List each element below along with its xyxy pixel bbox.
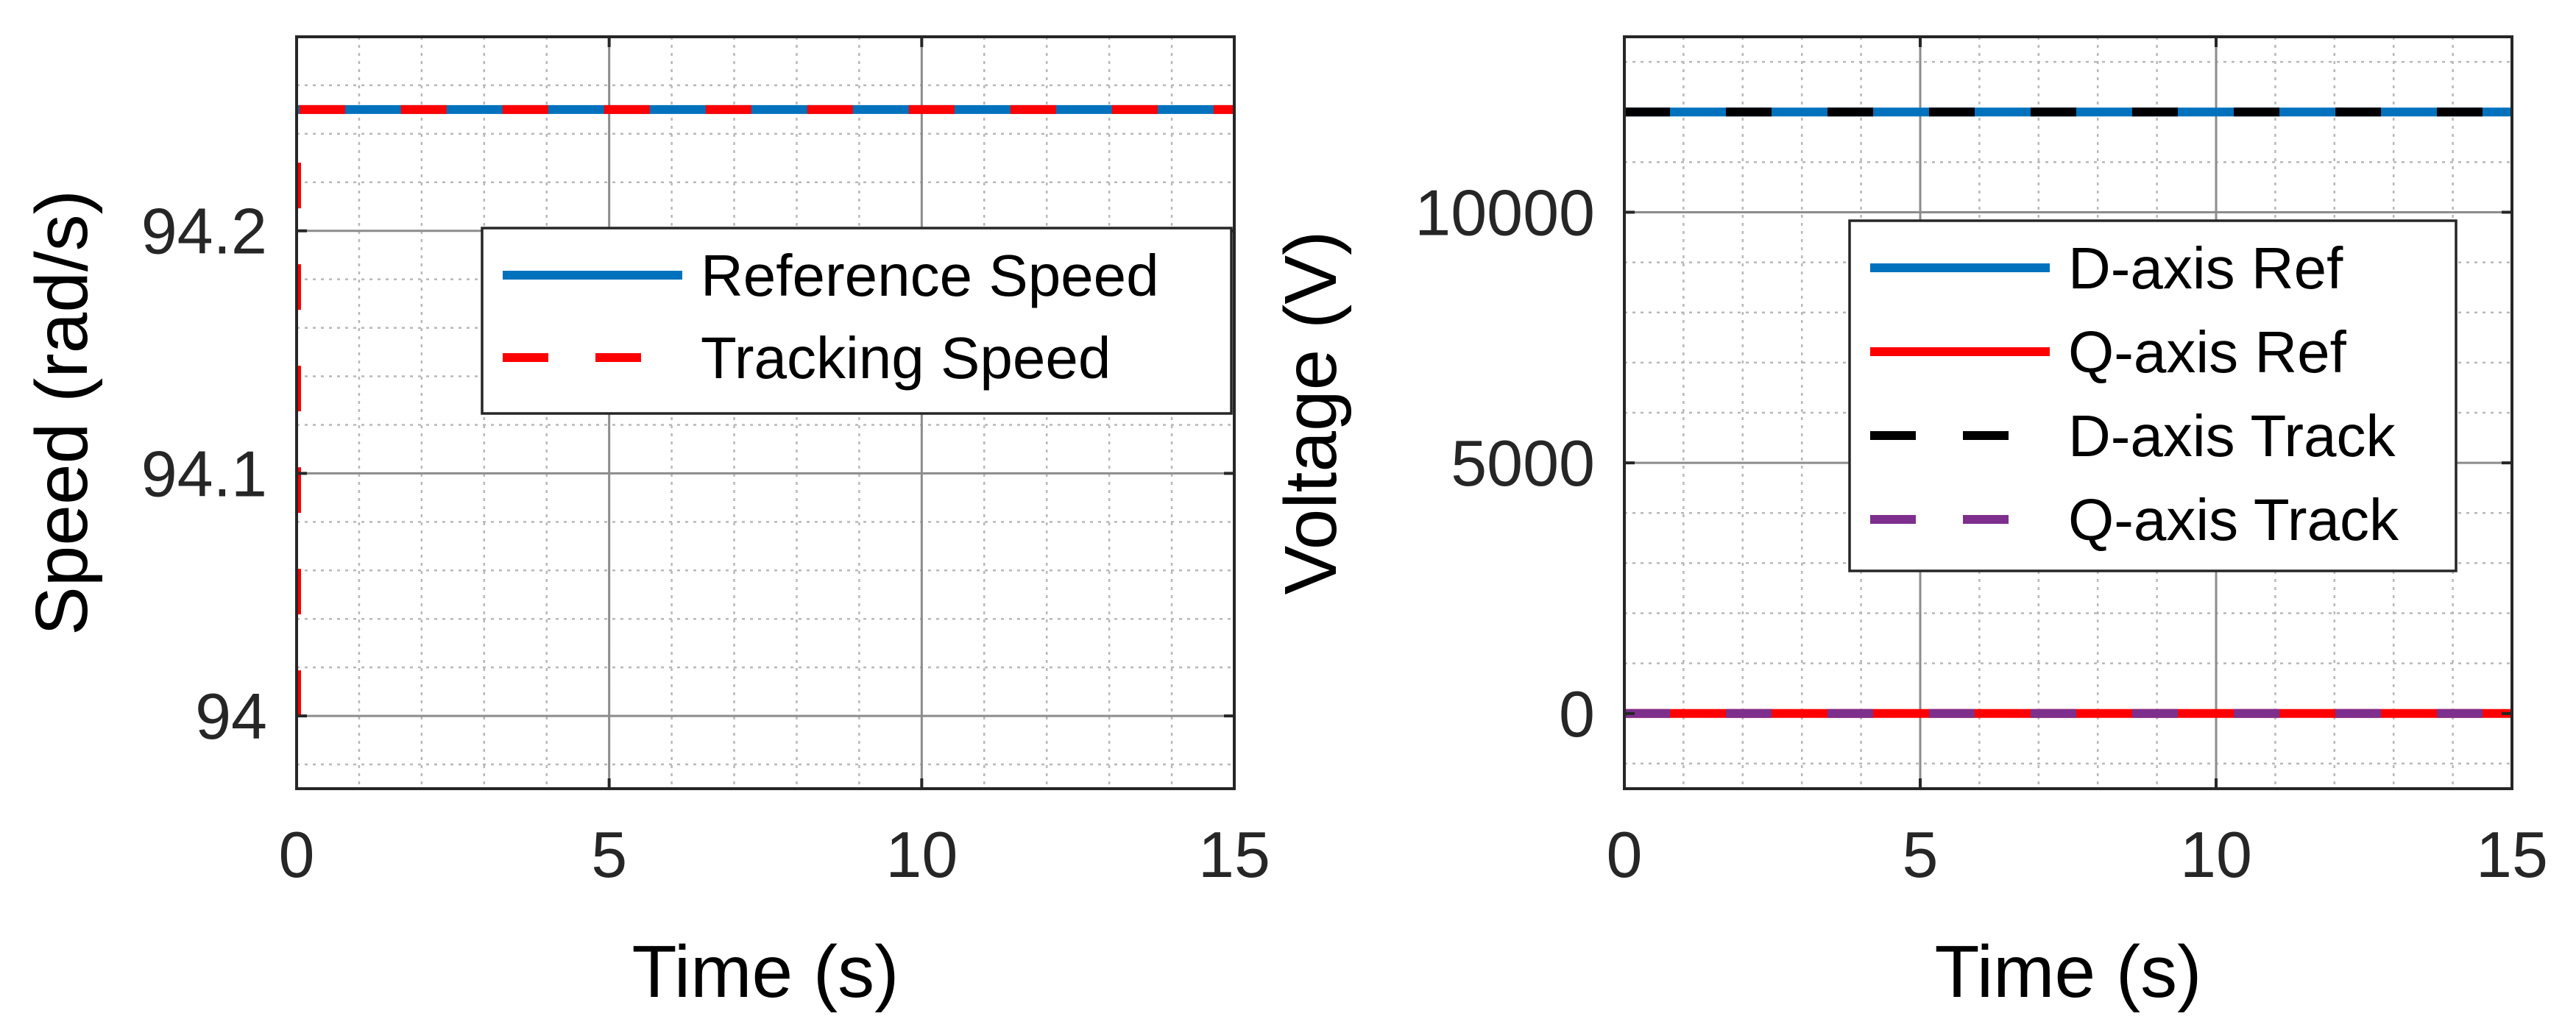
- x-tick-label: 15: [2476, 818, 2548, 891]
- x-tick-label: 5: [1903, 818, 1939, 891]
- axes-box: [1623, 35, 2513, 790]
- x-axis-label: Time (s): [632, 931, 899, 1013]
- legend-label: D-axis Ref: [2068, 235, 2343, 301]
- x-tick-label: 15: [1198, 818, 1270, 891]
- axes-box: [295, 35, 1236, 790]
- x-tick-label: 0: [1607, 818, 1643, 891]
- y-axis-label: Speed (rad/s): [21, 190, 103, 636]
- speed-chart: 0 5 10 15 94 94.1 94.2 Time (s) Speed (rad/s) Ref…: [21, 35, 1270, 1013]
- legend-label: Tracking Speed: [701, 325, 1111, 391]
- series-line-tracking-speed: [297, 104, 1234, 717]
- legend-box: [481, 227, 1233, 415]
- x-tick-label: 10: [2180, 818, 2252, 891]
- grid: [295, 35, 1236, 789]
- legend-label: D-axis Track: [2068, 403, 2396, 469]
- series-group: [1624, 107, 2512, 718]
- legend-label: Reference Speed: [701, 243, 1159, 308]
- legend: D-axis Ref Q-axis Ref D-axis Track Q-axis T…: [1848, 219, 2458, 572]
- y-tick-label: 5000: [1451, 427, 1595, 500]
- legend: Reference Speed Tracking Speed: [481, 227, 1233, 415]
- x-axis-label: Time (s): [1935, 931, 2202, 1013]
- y-tick-label: 94.1: [141, 437, 267, 510]
- voltage-chart: 0 5 10 15 0 5000 10000 Time (s) Voltage (V) D-axi…: [1270, 35, 2548, 1013]
- legend-label: Q-axis Ref: [2068, 319, 2347, 385]
- series-group: [297, 104, 1234, 717]
- x-tick-label: 0: [279, 818, 315, 891]
- y-axis-label: Voltage (V): [1270, 231, 1352, 595]
- legend-box: [1848, 219, 2458, 572]
- y-tick-label: 94: [195, 680, 267, 753]
- x-tick-label: 5: [591, 818, 627, 891]
- x-tick-label: 10: [885, 818, 958, 891]
- y-tick-label: 94.2: [141, 195, 267, 268]
- legend-label: Q-axis Track: [2068, 487, 2399, 553]
- y-tick-label: 0: [1559, 678, 1595, 750]
- y-tick-label: 10000: [1415, 176, 1595, 249]
